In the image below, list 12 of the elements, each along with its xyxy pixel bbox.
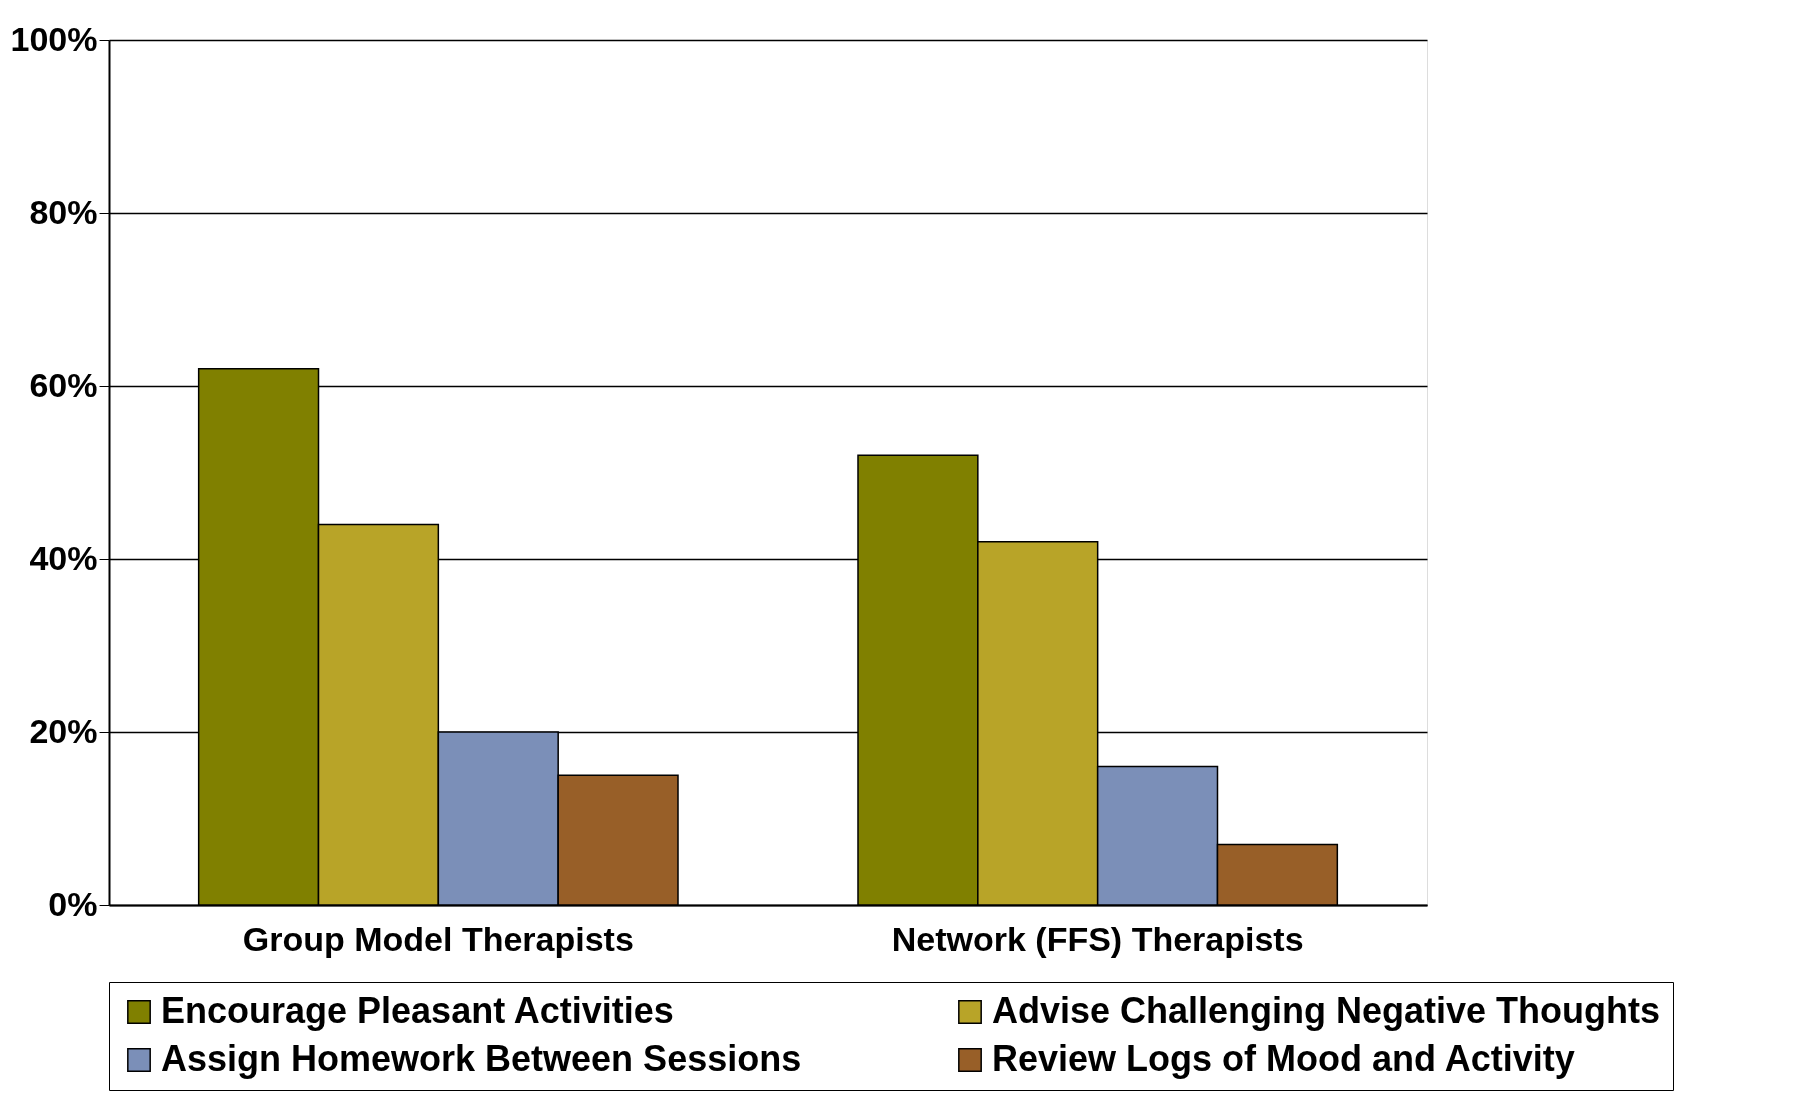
y-tick-label: 20%	[29, 711, 98, 750]
x-tick-label: Network (FFS) Therapists	[891, 919, 1304, 958]
legend-label: Advise Challenging Negative Thoughts	[992, 990, 1661, 1031]
legend-label: Assign Homework Between Sessions	[161, 1038, 802, 1079]
y-tick-label: 60%	[29, 365, 98, 404]
legend-label: Encourage Pleasant Activities	[161, 990, 674, 1031]
y-tick-label: 80%	[29, 192, 98, 231]
y-tick-label: 100%	[10, 19, 98, 58]
legend-label: Review Logs of Mood and Activity	[992, 1038, 1575, 1079]
y-tick-label: 0%	[48, 884, 98, 923]
y-tick-label: 40%	[29, 538, 98, 577]
x-tick-label: Group Model Therapists	[242, 919, 634, 958]
